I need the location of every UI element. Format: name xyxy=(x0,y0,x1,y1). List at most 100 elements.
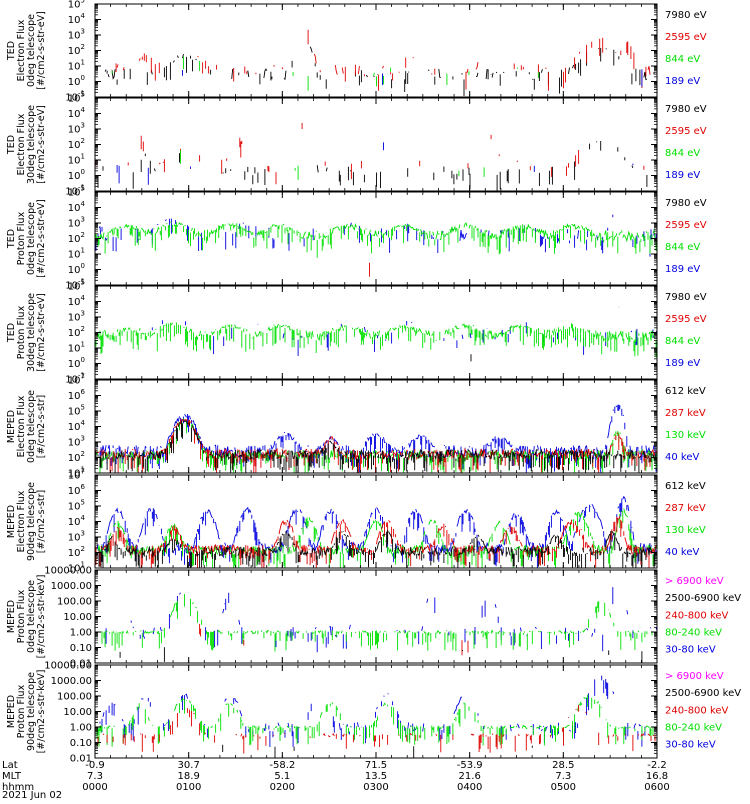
panel-7-ylabel: MEPED xyxy=(6,600,17,633)
panel-5-ylabel: Electron Flux xyxy=(16,395,27,457)
x-tick-mlt: 7.3 xyxy=(555,771,571,782)
panel-5-ytick-label: 103 xyxy=(68,435,85,449)
panel-5-series-2 xyxy=(95,418,657,473)
panel-2-ytick-label: 100 xyxy=(68,168,85,182)
panel-8-series-4 xyxy=(222,744,533,758)
panel-2-ylabel: [#/cm2-s-str-eV] xyxy=(36,105,47,184)
panel-4-legend-1: 7980 eV xyxy=(665,292,707,303)
panel-2-legend-3: 844 eV xyxy=(665,148,700,159)
x-tick-mlt: 21.6 xyxy=(459,771,481,782)
panel-7-ytick-label: 100.00 xyxy=(57,597,92,608)
panel-2-legend-4: 189 eV xyxy=(665,170,700,181)
panel-3-ytick-label: 104 xyxy=(68,200,86,214)
panel-8-legend-4: 80-240 keV xyxy=(665,723,722,734)
panel-3-ytick-label: 102 xyxy=(68,231,85,245)
panel-1-traces xyxy=(104,30,656,96)
panel-5-ylabel: 0deg telescope xyxy=(26,390,37,463)
panel-4-traces xyxy=(95,306,657,362)
x-tick-lat: 71.5 xyxy=(365,760,387,771)
panel-3-legend-4: 189 eV xyxy=(665,264,700,275)
panel-8-ylabel: 90deg telescope xyxy=(26,672,37,751)
panel-8-ytick-label: 1.00 xyxy=(70,723,92,734)
panel-3-ytick-label: 103 xyxy=(68,216,85,230)
panel-6-ylabel: 90deg telescope xyxy=(26,482,37,561)
panel-8-series-2 xyxy=(95,694,657,747)
panel-8-ytick-label: 1000.00 xyxy=(51,676,92,687)
x-tick-hhmm: 0000 xyxy=(82,782,107,793)
x-tick-lat: 28.5 xyxy=(552,760,574,771)
panel-2-frame xyxy=(94,97,658,192)
panel-8-legend-3: 240-800 keV xyxy=(665,705,729,716)
x-tick-hhmm: 0500 xyxy=(551,782,576,793)
panel-7-ytick-label: 0.10 xyxy=(70,643,92,654)
panel-2-series-1 xyxy=(97,141,648,191)
panel-1-legend-1: 7980 eV xyxy=(665,10,707,21)
x-tick-hhmm: 0400 xyxy=(457,782,482,793)
panel-7-ylabel: 0deg telescope xyxy=(26,580,37,653)
x-tick-mlt: 13.5 xyxy=(365,771,387,782)
panel-4-ylabel: [#/cm2-s-str-eV] xyxy=(36,293,47,372)
x-tick-lat: -0.9 xyxy=(85,760,105,771)
panel-2-ytick-label: 102 xyxy=(68,137,85,151)
panel-8-ytick-label: 0.10 xyxy=(70,738,92,749)
panel-2-ylabel: Electron Flux xyxy=(16,113,27,175)
panel-5-traces xyxy=(95,404,657,473)
panel-8-ytick-label: 10.00 xyxy=(63,707,92,718)
panel-4-ylabel: TED xyxy=(6,323,17,343)
panel-1-ylabel: 0deg telescope xyxy=(26,14,37,87)
panel-4-legend-3: 844 eV xyxy=(665,336,700,347)
date-label: 2021 Jun 02 xyxy=(2,790,62,800)
panel-1-ytick-label: 100 xyxy=(68,74,85,88)
panel-7-series-1 xyxy=(105,587,657,653)
x-tick-hhmm: 0600 xyxy=(644,782,669,793)
panel-4-series-4 xyxy=(95,322,657,358)
panel-2-ytick-label: 104 xyxy=(68,106,86,120)
panel-6-legend-2: 287 keV xyxy=(665,503,706,514)
panel-1-ylabel: [#/cm2-s-str-eV] xyxy=(36,11,47,90)
panel-4-ytick-label: 105 xyxy=(68,279,85,293)
x-axis-labels: LatMLThhmm-0.97.3000030.718.90100-58.25.… xyxy=(2,760,670,801)
panel-6-ytick-label: 106 xyxy=(68,483,86,497)
panel-3-ytick-label: 100 xyxy=(68,262,85,276)
x-axis-row-label: hhmm xyxy=(2,782,34,793)
panel-5-ytick-label: 105 xyxy=(68,404,85,418)
panel-6-ylabel: MEPED xyxy=(6,505,17,538)
panel-1-ylabel: Electron Flux xyxy=(16,19,27,81)
panel-4-legend-4: 189 eV xyxy=(665,358,700,369)
panel-7-ytick-label: 10.00 xyxy=(63,612,92,623)
panel-4-ytick-label: 103 xyxy=(68,310,85,324)
panel-8-legend-5: 30-80 keV xyxy=(665,740,716,751)
panel-1-ylabel: TED xyxy=(6,41,17,61)
panel-8: 0.01 0.10 1.00 10.00 100.00 1000.00 10000.00 ME… xyxy=(6,661,741,765)
x-tick-hhmm: 0300 xyxy=(363,782,388,793)
panel-4-ytick-label: 104 xyxy=(68,294,86,308)
x-tick-lat: -2.2 xyxy=(647,760,667,771)
panel-1-ytick-label: 102 xyxy=(68,43,85,57)
panel-1-ytick-label: 104 xyxy=(68,12,86,26)
panel-7-ytick-label: 10000.00 xyxy=(44,566,92,577)
panel-3-legend-3: 844 eV xyxy=(665,242,700,253)
panel-5-ytick-label: 102 xyxy=(68,450,85,464)
panel-7-ytick-label: 1000.00 xyxy=(51,581,92,592)
panel-1-series-1 xyxy=(104,46,655,96)
panel-1-ytick-label: 103 xyxy=(68,28,85,42)
panel-3-legend-2: 2595 eV xyxy=(665,220,707,231)
panel-3-ytick-label: 105 xyxy=(68,185,85,199)
panel-5-ytick-label: 104 xyxy=(68,419,86,433)
panel-6-ytick-label: 104 xyxy=(68,514,86,528)
panel-2-ytick-label: 101 xyxy=(68,153,85,167)
panel-2-series-4 xyxy=(116,142,634,185)
x-tick-hhmm: 0100 xyxy=(176,782,201,793)
x-axis-row-label: MLT xyxy=(2,771,22,782)
panel-3-frame xyxy=(94,191,658,286)
panel-1-legend-2: 2595 eV xyxy=(665,32,707,43)
panel-6-ytick-label: 105 xyxy=(68,499,85,513)
panel-5-legend-4: 40 keV xyxy=(665,452,699,463)
panel-4-ytick-label: 100 xyxy=(68,356,85,370)
panel-4-frame xyxy=(94,285,658,380)
panel-4-ytick-label: 102 xyxy=(68,325,85,339)
panel-7-legend-4: 80-240 keV xyxy=(665,628,722,639)
